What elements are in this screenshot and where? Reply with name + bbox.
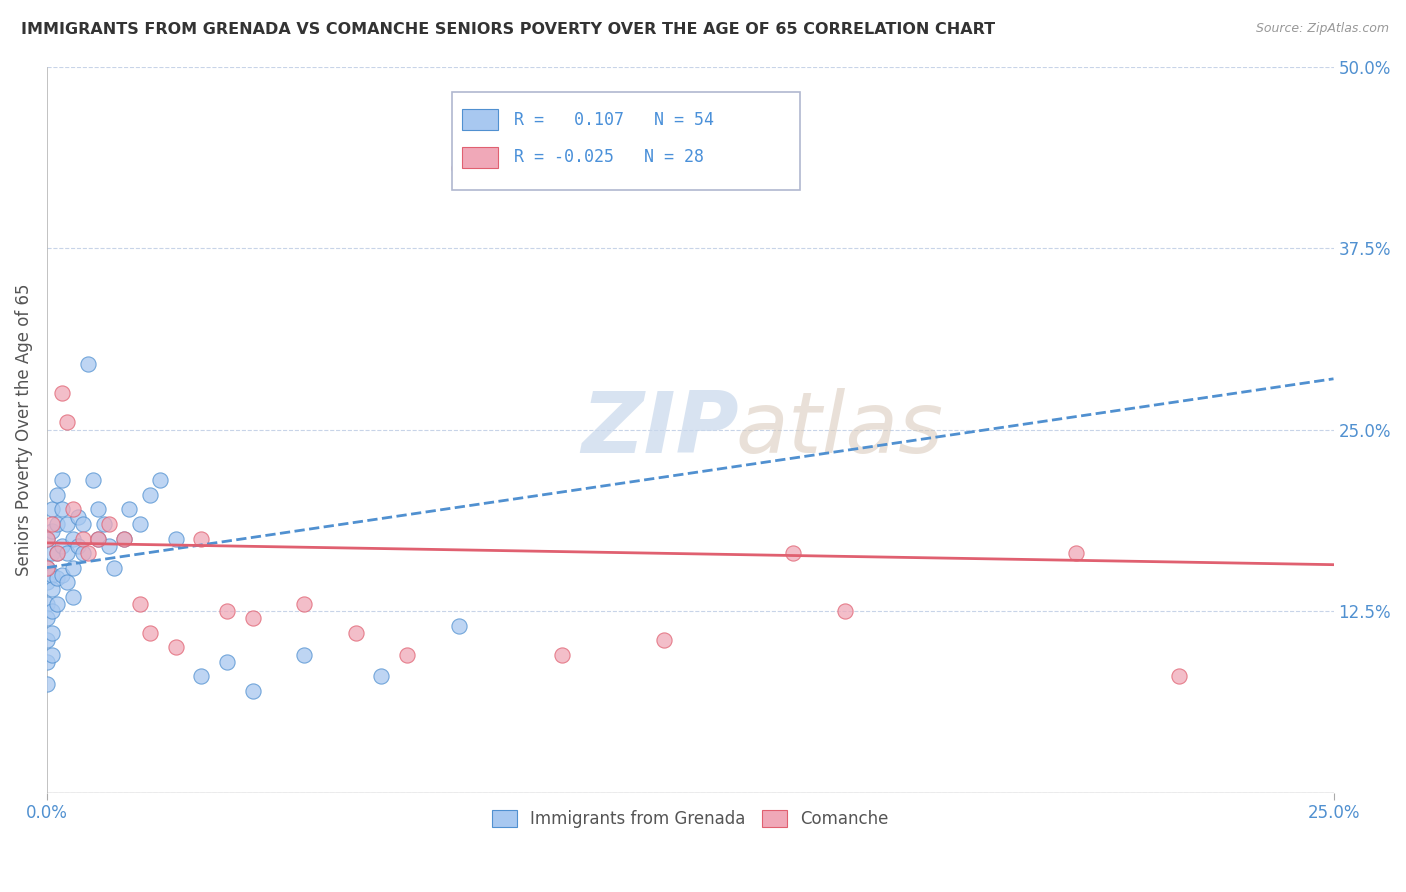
- Point: [35, 633, 58, 648]
- Point: [190, 532, 212, 546]
- Point: [41, 604, 63, 618]
- Text: R = -0.025   N = 28: R = -0.025 N = 28: [515, 148, 704, 166]
- Point: [46, 546, 69, 560]
- Point: [87, 532, 110, 546]
- Text: R =   0.107   N = 54: R = 0.107 N = 54: [515, 111, 714, 128]
- Point: [35, 597, 58, 611]
- Point: [87, 502, 110, 516]
- Point: [118, 502, 141, 516]
- Point: [35, 575, 58, 590]
- Point: [128, 597, 150, 611]
- Point: [93, 516, 115, 531]
- Point: [62, 502, 84, 516]
- Point: [41, 546, 63, 560]
- Point: [41, 582, 63, 597]
- Point: [242, 684, 264, 698]
- Point: [112, 532, 135, 546]
- Point: [82, 474, 104, 488]
- Legend: Immigrants from Grenada, Comanche: Immigrants from Grenada, Comanche: [485, 804, 896, 835]
- Text: ZIP: ZIP: [581, 388, 738, 471]
- Point: [51, 539, 73, 553]
- Point: [41, 502, 63, 516]
- Point: [190, 669, 212, 683]
- Point: [66, 509, 89, 524]
- Point: [72, 516, 94, 531]
- Point: [215, 604, 238, 618]
- Point: [62, 532, 84, 546]
- Point: [97, 516, 120, 531]
- Point: [344, 626, 367, 640]
- Point: [292, 648, 315, 662]
- Point: [550, 648, 572, 662]
- Point: [35, 677, 58, 691]
- Point: [1168, 669, 1191, 683]
- Point: [87, 532, 110, 546]
- Point: [72, 532, 94, 546]
- Point: [165, 640, 187, 655]
- FancyBboxPatch shape: [453, 92, 800, 190]
- Point: [782, 546, 804, 560]
- Text: IMMIGRANTS FROM GRENADA VS COMANCHE SENIORS POVERTY OVER THE AGE OF 65 CORRELATI: IMMIGRANTS FROM GRENADA VS COMANCHE SENI…: [21, 22, 995, 37]
- Bar: [463, 110, 499, 129]
- Bar: [463, 147, 499, 168]
- Point: [51, 474, 73, 488]
- Point: [103, 560, 125, 574]
- Point: [77, 546, 100, 560]
- Point: [51, 502, 73, 516]
- Point: [46, 546, 69, 560]
- Point: [654, 633, 676, 648]
- Point: [834, 604, 856, 618]
- Point: [41, 626, 63, 640]
- Point: [112, 532, 135, 546]
- Point: [1064, 546, 1087, 560]
- Point: [139, 488, 162, 502]
- Point: [370, 669, 392, 683]
- Point: [56, 516, 79, 531]
- Point: [396, 648, 419, 662]
- Point: [35, 560, 58, 574]
- Point: [165, 532, 187, 546]
- Point: [128, 516, 150, 531]
- Point: [215, 655, 238, 669]
- Point: [56, 546, 79, 560]
- Point: [41, 648, 63, 662]
- Point: [77, 357, 100, 371]
- Y-axis label: Seniors Poverty Over the Age of 65: Seniors Poverty Over the Age of 65: [15, 284, 32, 576]
- Point: [139, 626, 162, 640]
- Point: [41, 524, 63, 539]
- Point: [242, 611, 264, 625]
- Point: [51, 567, 73, 582]
- Point: [35, 532, 58, 546]
- Text: Source: ZipAtlas.com: Source: ZipAtlas.com: [1256, 22, 1389, 36]
- Point: [56, 416, 79, 430]
- Point: [447, 618, 470, 632]
- Point: [97, 539, 120, 553]
- Point: [35, 655, 58, 669]
- Point: [46, 516, 69, 531]
- Point: [35, 611, 58, 625]
- Point: [56, 575, 79, 590]
- Point: [51, 386, 73, 401]
- Point: [62, 560, 84, 574]
- Point: [149, 474, 172, 488]
- Point: [41, 516, 63, 531]
- Text: atlas: atlas: [735, 388, 943, 471]
- Point: [35, 560, 58, 574]
- Point: [447, 161, 470, 176]
- Point: [72, 546, 94, 560]
- Point: [41, 567, 63, 582]
- Point: [46, 488, 69, 502]
- Point: [292, 597, 315, 611]
- Point: [66, 539, 89, 553]
- Point: [46, 597, 69, 611]
- Point: [62, 590, 84, 604]
- Point: [46, 571, 69, 585]
- Point: [35, 532, 58, 546]
